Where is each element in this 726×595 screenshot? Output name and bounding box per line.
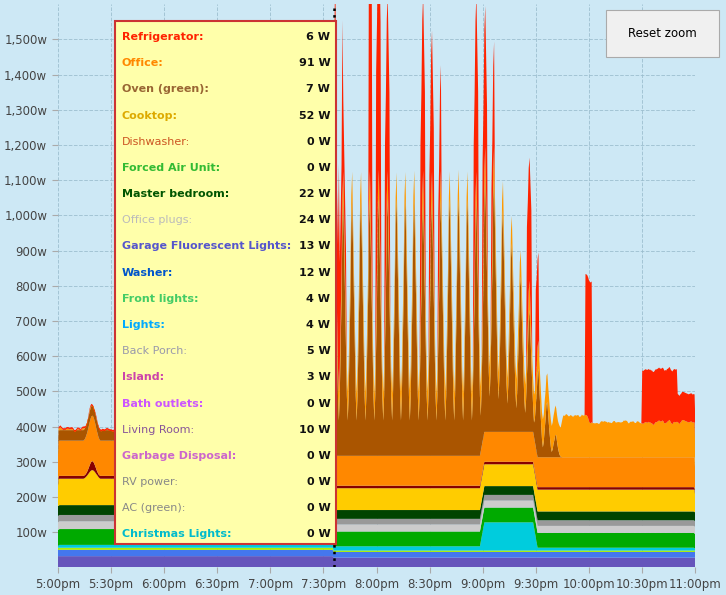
Text: Office plugs:: Office plugs:	[122, 215, 192, 226]
Text: Garage Fluorescent Lights:: Garage Fluorescent Lights:	[122, 242, 291, 252]
Text: Forced Air Unit:: Forced Air Unit:	[122, 163, 220, 173]
Text: AC (green):: AC (green):	[122, 503, 185, 513]
Text: 12 W: 12 W	[298, 268, 330, 278]
Text: RV power:: RV power:	[122, 477, 178, 487]
Text: Oven (green):: Oven (green):	[122, 84, 209, 95]
Text: Master bedroom:: Master bedroom:	[122, 189, 229, 199]
Text: 0 W: 0 W	[306, 399, 330, 409]
Text: Back Porch:: Back Porch:	[122, 346, 187, 356]
Text: 6 W: 6 W	[306, 32, 330, 42]
Text: 0 W: 0 W	[306, 451, 330, 461]
Text: 0 W: 0 W	[306, 530, 330, 540]
Text: Dishwasher:: Dishwasher:	[122, 137, 190, 147]
Text: 91 W: 91 W	[298, 58, 330, 68]
Text: Washer:: Washer:	[122, 268, 174, 278]
Text: 0 W: 0 W	[306, 163, 330, 173]
Text: Lights:: Lights:	[122, 320, 165, 330]
Text: Christmas Lights:: Christmas Lights:	[122, 530, 232, 540]
Text: Living Room:: Living Room:	[122, 425, 194, 435]
Text: Island:: Island:	[122, 372, 164, 383]
Text: 0 W: 0 W	[306, 503, 330, 513]
Text: 7 W: 7 W	[306, 84, 330, 95]
Text: Bath outlets:: Bath outlets:	[122, 399, 203, 409]
Text: Front lights:: Front lights:	[122, 294, 198, 304]
Text: Reset zoom: Reset zoom	[628, 27, 697, 40]
Text: 10 W: 10 W	[299, 425, 330, 435]
Text: 3 W: 3 W	[306, 372, 330, 383]
Text: 24 W: 24 W	[298, 215, 330, 226]
Text: 22 W: 22 W	[298, 189, 330, 199]
Text: 0 W: 0 W	[306, 477, 330, 487]
Text: 0 W: 0 W	[306, 137, 330, 147]
Text: 13 W: 13 W	[299, 242, 330, 252]
Text: Office:: Office:	[122, 58, 164, 68]
Text: 5 W: 5 W	[306, 346, 330, 356]
Text: Refrigerator:: Refrigerator:	[122, 32, 203, 42]
Text: 52 W: 52 W	[299, 111, 330, 121]
Text: 4 W: 4 W	[306, 320, 330, 330]
Text: 4 W: 4 W	[306, 294, 330, 304]
Text: Garbage Disposal:: Garbage Disposal:	[122, 451, 236, 461]
Text: Cooktop:: Cooktop:	[122, 111, 178, 121]
